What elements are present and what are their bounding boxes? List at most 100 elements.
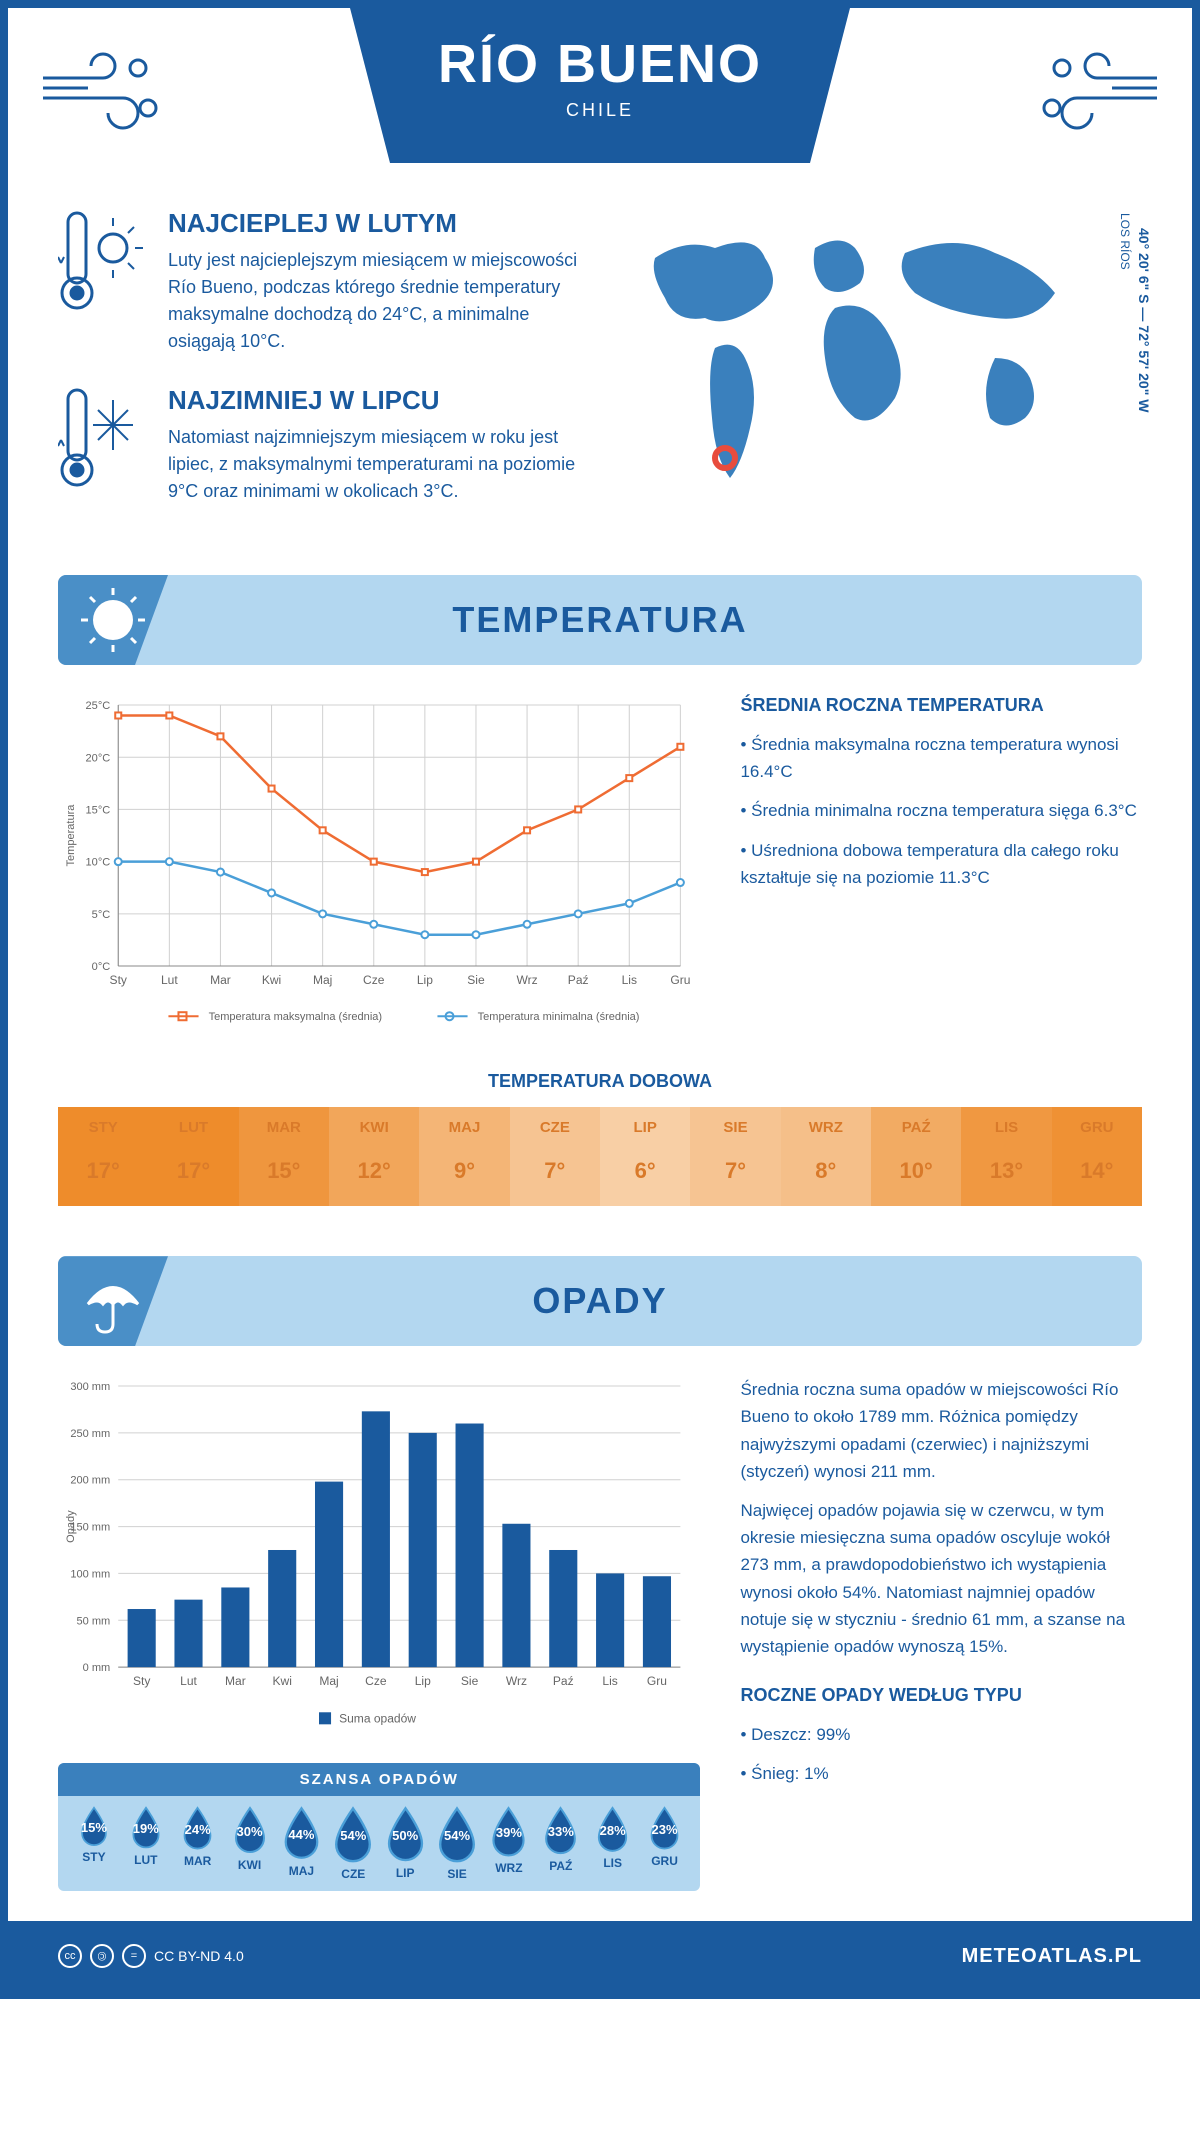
title-banner: RÍO BUENO CHILE bbox=[350, 8, 850, 163]
precipitation-title: OPADY bbox=[532, 1280, 667, 1322]
svg-text:Gru: Gru bbox=[647, 1674, 667, 1688]
country-subtitle: CHILE bbox=[350, 100, 850, 121]
rain-drop-icon: 19% bbox=[128, 1806, 164, 1849]
svg-text:Maj: Maj bbox=[319, 1674, 338, 1688]
temp-bullet: Średnia maksymalna roczna temperatura wy… bbox=[740, 731, 1142, 785]
temperature-section-header: TEMPERATURA bbox=[58, 575, 1142, 665]
coldest-text: Natomiast najzimniejszym miesiącem w rok… bbox=[168, 424, 585, 505]
rain-chance-month: KWI bbox=[224, 1858, 276, 1872]
svg-text:Sie: Sie bbox=[467, 973, 485, 987]
umbrella-icon bbox=[58, 1256, 168, 1346]
warmest-text: Luty jest najcieplejszym miesiącem w mie… bbox=[168, 247, 585, 355]
svg-text:Cze: Cze bbox=[363, 973, 385, 987]
rain-chance-title: SZANSA OPADÓW bbox=[58, 1763, 700, 1796]
rain-drop-icon: 39% bbox=[487, 1806, 530, 1858]
world-map: LOS RÍOS 40° 20' 6" S — 72° 57' 20" W bbox=[615, 208, 1142, 535]
temperature-line-chart: 0°C5°C10°C15°C20°C25°CStyLutMarKwiMajCze… bbox=[58, 695, 700, 1041]
svg-text:Kwi: Kwi bbox=[273, 1674, 292, 1688]
svg-text:Sie: Sie bbox=[461, 1674, 479, 1688]
daily-temp-month: LUT bbox=[148, 1119, 238, 1136]
daily-temp-value: 8° bbox=[781, 1148, 871, 1194]
wind-icon-right bbox=[1032, 38, 1162, 143]
svg-text:Sty: Sty bbox=[110, 973, 127, 987]
svg-text:Gru: Gru bbox=[670, 973, 690, 987]
rain-para-2: Najwięcej opadów pojawia się w czerwcu, … bbox=[740, 1497, 1142, 1660]
svg-text:Mar: Mar bbox=[210, 973, 231, 987]
city-title: RÍO BUENO bbox=[350, 33, 850, 95]
coordinates: 40° 20' 6" S — 72° 57' 20" W bbox=[1136, 228, 1152, 412]
license-text: CC BY-ND 4.0 bbox=[154, 1948, 244, 1964]
rain-chance-month: CZE bbox=[327, 1867, 379, 1881]
daily-temp-month: WRZ bbox=[781, 1119, 871, 1136]
svg-text:15°C: 15°C bbox=[86, 804, 111, 816]
svg-text:Temperatura maksymalna (średni: Temperatura maksymalna (średnia) bbox=[209, 1011, 382, 1023]
rain-drop-icon: 54% bbox=[433, 1806, 481, 1864]
rain-chance-month: LIP bbox=[379, 1866, 431, 1880]
rain-drop-icon: 30% bbox=[230, 1806, 270, 1854]
rain-drop-icon: 44% bbox=[279, 1806, 324, 1860]
svg-text:250 mm: 250 mm bbox=[70, 1428, 110, 1440]
svg-text:10°C: 10°C bbox=[86, 857, 111, 869]
rain-chance-month: MAJ bbox=[275, 1864, 327, 1878]
rain-chance-value: 30% bbox=[237, 1824, 263, 1839]
daily-temp-value: 12° bbox=[329, 1148, 419, 1194]
temp-bullet: Średnia minimalna roczna temperatura się… bbox=[740, 797, 1142, 824]
by-icon: 🄯 bbox=[90, 1944, 114, 1968]
svg-text:0 mm: 0 mm bbox=[83, 1662, 111, 1674]
rain-bytype-rain: Deszcz: 99% bbox=[740, 1721, 1142, 1748]
svg-text:300 mm: 300 mm bbox=[70, 1381, 110, 1393]
svg-text:Lut: Lut bbox=[161, 973, 178, 987]
svg-text:25°C: 25°C bbox=[86, 700, 111, 712]
daily-temp-value: 9° bbox=[419, 1148, 509, 1194]
rain-chance-value: 28% bbox=[600, 1823, 626, 1838]
temp-desc-title: ŚREDNIA ROCZNA TEMPERATURA bbox=[740, 695, 1142, 716]
svg-text:Lut: Lut bbox=[180, 1674, 197, 1688]
precipitation-description: Średnia roczna suma opadów w miejscowośc… bbox=[740, 1376, 1142, 1891]
svg-text:Temperatura: Temperatura bbox=[65, 804, 77, 867]
rain-drop-icon: 54% bbox=[329, 1806, 377, 1864]
rain-chance-month: PAŹ bbox=[535, 1859, 587, 1873]
rain-bytype-snow: Śnieg: 1% bbox=[740, 1760, 1142, 1787]
daily-temp-value: 13° bbox=[961, 1148, 1051, 1194]
svg-text:Opady: Opady bbox=[65, 1510, 77, 1543]
daily-temp-title: TEMPERATURA DOBOWA bbox=[58, 1071, 1142, 1092]
rain-chance-value: 54% bbox=[340, 1828, 366, 1843]
rain-chance-month: WRZ bbox=[483, 1861, 535, 1875]
daily-temperature-table: TEMPERATURA DOBOWA STY17°LUT17°MAR15°KWI… bbox=[58, 1071, 1142, 1206]
rain-drop-icon: 15% bbox=[77, 1806, 111, 1847]
rain-chance-value: 44% bbox=[288, 1827, 314, 1842]
daily-temp-month: MAR bbox=[239, 1119, 329, 1136]
svg-text:Temperatura minimalna (średnia: Temperatura minimalna (średnia) bbox=[478, 1011, 640, 1023]
thermometer-cold-icon bbox=[58, 385, 148, 505]
svg-text:100 mm: 100 mm bbox=[70, 1569, 110, 1581]
rain-chance-month: STY bbox=[68, 1850, 120, 1864]
rain-chance-value: 54% bbox=[444, 1828, 470, 1843]
svg-text:Kwi: Kwi bbox=[262, 973, 281, 987]
svg-text:Wrz: Wrz bbox=[516, 973, 537, 987]
rain-chance-value: 19% bbox=[133, 1821, 159, 1836]
rain-chance-month: GRU bbox=[639, 1854, 691, 1868]
footer: cc 🄯 = CC BY-ND 4.0 METEOATLAS.PL bbox=[8, 1921, 1192, 1991]
nd-icon: = bbox=[122, 1944, 146, 1968]
rain-chance-value: 33% bbox=[548, 1824, 574, 1839]
daily-temp-month: LIS bbox=[961, 1119, 1051, 1136]
svg-text:Paź: Paź bbox=[553, 1674, 574, 1688]
rain-chance-value: 15% bbox=[81, 1820, 107, 1835]
daily-temp-month: CZE bbox=[510, 1119, 600, 1136]
precipitation-section-header: OPADY bbox=[58, 1256, 1142, 1346]
header: RÍO BUENO CHILE bbox=[8, 8, 1192, 208]
sun-icon bbox=[58, 575, 168, 665]
daily-temp-month: MAJ bbox=[419, 1119, 509, 1136]
svg-text:5°C: 5°C bbox=[92, 909, 111, 921]
site-name: METEOATLAS.PL bbox=[962, 1945, 1142, 1968]
svg-text:Wrz: Wrz bbox=[506, 1674, 527, 1688]
license: cc 🄯 = CC BY-ND 4.0 bbox=[58, 1944, 244, 1968]
daily-temp-month: KWI bbox=[329, 1119, 419, 1136]
temp-bullet: Uśredniona dobowa temperatura dla całego… bbox=[740, 837, 1142, 891]
rain-chance-value: 24% bbox=[185, 1822, 211, 1837]
svg-text:Paź: Paź bbox=[568, 973, 589, 987]
rain-chance-month: SIE bbox=[431, 1867, 483, 1881]
daily-temp-value: 17° bbox=[148, 1148, 238, 1194]
cc-icon: cc bbox=[58, 1944, 82, 1968]
coldest-fact: NAJZIMNIEJ W LIPCU Natomiast najzimniejs… bbox=[58, 385, 585, 505]
